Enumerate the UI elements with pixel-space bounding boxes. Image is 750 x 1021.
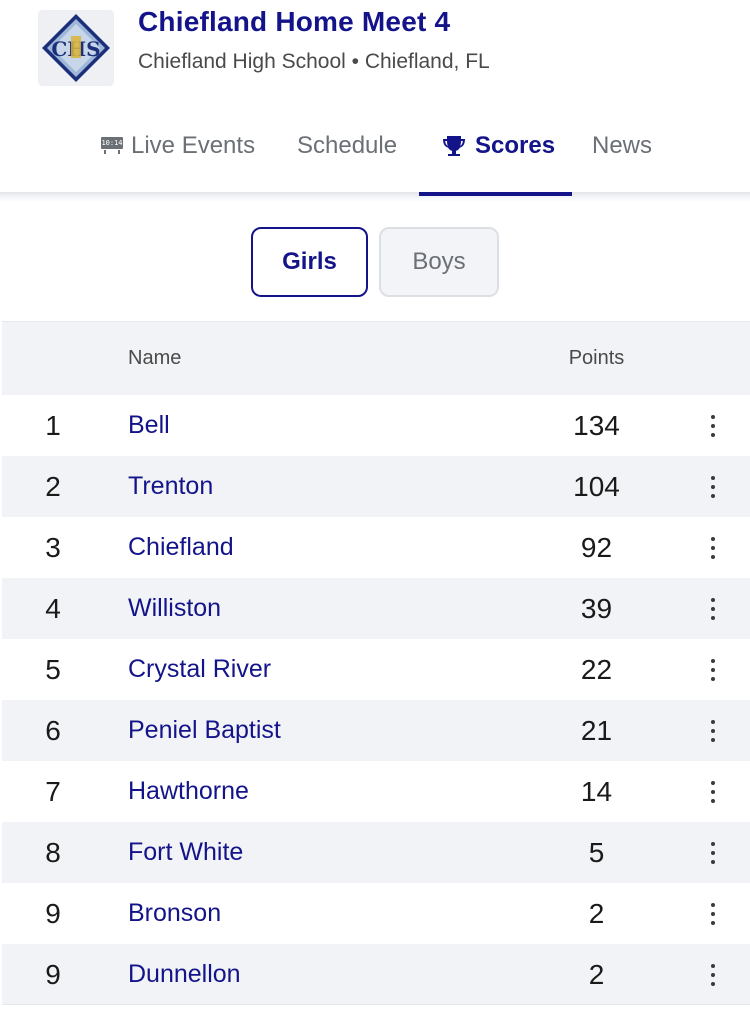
rank-cell: 4: [45, 592, 61, 624]
points-cell: 14: [580, 775, 613, 807]
school-logo: CHS: [38, 10, 114, 86]
table-row: 4 Williston 39: [2, 578, 750, 639]
tab-label: Schedule: [297, 132, 398, 159]
rank-cell: 7: [45, 775, 61, 807]
gender-toggle: Girls Boys: [0, 202, 750, 318]
more-options-icon[interactable]: [675, 780, 750, 803]
rank-cell: 6: [45, 714, 61, 746]
points-cell: 22: [580, 653, 613, 685]
rank-cell: 1: [45, 409, 61, 441]
name-header[interactable]: Name: [128, 347, 182, 369]
tab-label: Scores: [475, 132, 556, 159]
table-row: 5 Crystal River 22: [2, 639, 750, 700]
more-options-icon[interactable]: [675, 475, 750, 498]
tab-label: Live Events: [131, 132, 256, 159]
table-row: 3 Chiefland 92: [2, 517, 750, 578]
active-tab-indicator: [419, 192, 572, 196]
table-row: 9 Dunnellon 2: [2, 944, 750, 1005]
points-cell: 134: [573, 409, 620, 441]
tab-bar: 10:14 Live Events Schedule Scores News: [0, 110, 750, 196]
points-cell: 21: [580, 714, 613, 746]
points-header[interactable]: Points: [568, 347, 625, 369]
team-link[interactable]: Trenton: [128, 472, 214, 500]
table-bottom-border: [2, 1004, 750, 1005]
points-cell: 5: [588, 836, 605, 868]
more-options-icon[interactable]: [675, 719, 750, 742]
live-clock: 10:14: [101, 137, 123, 149]
team-link[interactable]: Hawthorne: [128, 777, 249, 805]
table-row: 8 Fort White 5: [2, 822, 750, 883]
rank-cell: 2: [45, 470, 61, 502]
boys-button[interactable]: Boys: [379, 227, 499, 297]
more-options-icon[interactable]: [675, 597, 750, 620]
more-options-icon[interactable]: [675, 841, 750, 864]
points-cell: 104: [573, 470, 620, 502]
points-cell: 2: [588, 897, 605, 929]
team-link[interactable]: Bronson: [128, 899, 222, 927]
rank-cell: 5: [45, 653, 61, 685]
live-tv-icon: 10:14: [101, 137, 123, 155]
tab-schedule[interactable]: Schedule: [297, 132, 397, 194]
rank-cell: 3: [45, 531, 61, 563]
scores-table: Name Points 1 Bell 134 2 Trenton 104 3 C…: [2, 321, 750, 1005]
table-row: 2 Trenton 104: [2, 456, 750, 517]
girls-button[interactable]: Girls: [251, 227, 368, 297]
meet-header: CHS Chiefland Home Meet 4 Chiefland High…: [0, 0, 750, 110]
team-link[interactable]: Peniel Baptist: [128, 716, 281, 744]
team-link[interactable]: Williston: [128, 594, 222, 622]
rank-cell: 9: [45, 897, 61, 929]
tab-live-events[interactable]: 10:14 Live Events: [101, 132, 255, 194]
tab-scores[interactable]: Scores: [419, 132, 572, 196]
table-header-row: Name Points: [2, 322, 750, 395]
meet-title: Chiefland Home Meet 4: [138, 6, 451, 37]
tab-label: News: [592, 132, 653, 159]
table-row: 1 Bell 134: [2, 395, 750, 456]
school-logo-icon: CHS: [42, 14, 110, 82]
table-row: 9 Bronson 2: [2, 883, 750, 944]
trophy-icon: [443, 136, 465, 156]
team-link[interactable]: Fort White: [128, 838, 244, 866]
meet-location: Chiefland High School • Chiefland, FL: [138, 50, 490, 73]
rank-cell: 8: [45, 836, 61, 868]
team-link[interactable]: Crystal River: [128, 655, 272, 683]
more-options-icon[interactable]: [675, 963, 750, 986]
points-cell: 92: [580, 531, 613, 563]
tab-news[interactable]: News: [592, 132, 652, 194]
more-options-icon[interactable]: [675, 536, 750, 559]
more-options-icon[interactable]: [675, 658, 750, 681]
rank-cell: 9: [45, 958, 61, 990]
more-options-icon[interactable]: [675, 902, 750, 925]
team-link[interactable]: Bell: [128, 411, 170, 439]
points-cell: 2: [588, 958, 605, 990]
table-row: 6 Peniel Baptist 21: [2, 700, 750, 761]
team-link[interactable]: Chiefland: [128, 533, 234, 561]
team-link[interactable]: Dunnellon: [128, 960, 241, 988]
more-options-icon[interactable]: [675, 414, 750, 437]
table-row: 7 Hawthorne 14: [2, 761, 750, 822]
points-cell: 39: [580, 592, 613, 624]
tab-shadow: [0, 194, 750, 202]
